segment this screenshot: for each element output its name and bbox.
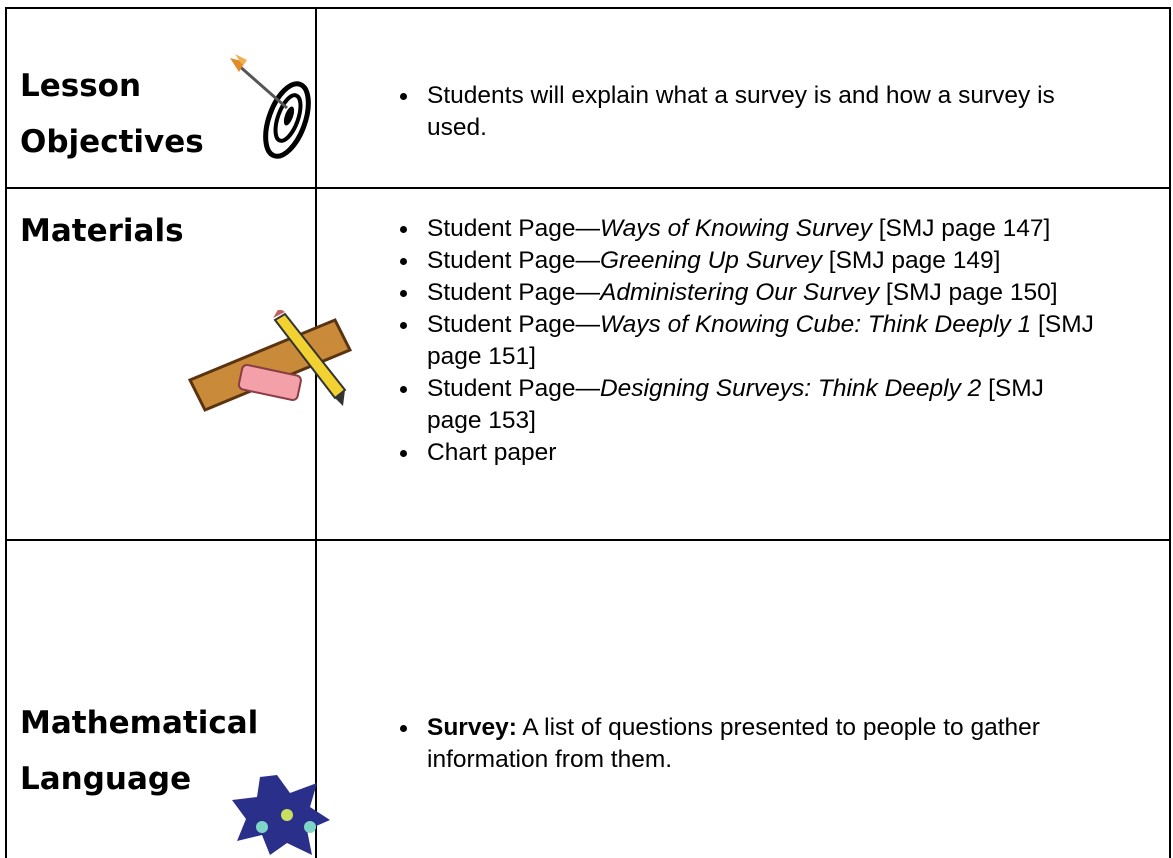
- item-text: [SMJ page 151]: [427, 311, 1094, 370]
- item-text: Student Page—: [427, 247, 600, 274]
- row-divider: [5, 539, 1171, 541]
- bullet-item: Student Page—Administering Our Survey [S…: [400, 277, 1100, 309]
- bullet-item: Student Page—Ways of Knowing Cube: Think…: [400, 309, 1100, 373]
- bullet-item: Survey: A list of questions presented to…: [400, 712, 1100, 776]
- formula-star-icon: [232, 775, 330, 855]
- row-heading: Mathematical Language: [20, 695, 258, 807]
- bullet-item: Student Page—Ways of Knowing Survey [SMJ…: [400, 213, 1100, 245]
- bullet-item: Chart paper: [400, 437, 1100, 469]
- bullet-list: Survey: A list of questions presented to…: [400, 712, 1100, 776]
- item-text: Designing Surveys: Think Deeply 2: [599, 375, 982, 402]
- target-icon: [230, 54, 311, 159]
- item-text: [SMJ page 150]: [879, 279, 1058, 306]
- item-text: [SMJ page 149]: [821, 247, 1001, 274]
- item-text: [SMJ page 147]: [871, 215, 1051, 242]
- item-text: Student Page—: [427, 375, 600, 402]
- heading-line: Lesson: [20, 68, 142, 104]
- item-text: [SMJ page 153]: [427, 375, 1044, 434]
- ruler-pencil-icon: [187, 310, 353, 412]
- row-divider: [5, 187, 1171, 189]
- item-text: Student Page—: [427, 279, 600, 306]
- bullet-item: Student Page—Greening Up Survey [SMJ pag…: [400, 245, 1100, 277]
- table-border: [5, 8, 7, 858]
- bullet-item: Student Page—Designing Surveys: Think De…: [400, 373, 1100, 437]
- bullet-list: Students will explain what a survey is a…: [400, 80, 1100, 144]
- item-text: Student Page—: [427, 215, 600, 242]
- heading-line: Mathematical: [20, 705, 259, 741]
- item-text: Survey:: [427, 714, 517, 741]
- row-heading: Materials: [20, 203, 184, 259]
- heading-line: Language: [20, 761, 192, 797]
- item-text: Ways of Knowing Cube: Think Deeply 1: [599, 311, 1032, 338]
- item-text: Students will explain what a survey is a…: [427, 82, 1055, 141]
- item-text: Chart paper: [427, 439, 557, 466]
- item-text: Administering Our Survey: [599, 279, 880, 306]
- item-text: A list of questions presented to people …: [427, 714, 1040, 773]
- heading-line: Objectives: [20, 124, 204, 160]
- row-heading: Lesson Objectives: [20, 58, 204, 170]
- table-border: [1169, 8, 1171, 858]
- heading-line: Materials: [20, 213, 184, 249]
- item-text: Student Page—: [427, 311, 600, 338]
- column-divider: [315, 8, 317, 858]
- item-text: Ways of Knowing Survey: [599, 215, 872, 242]
- bullet-list: Student Page—Ways of Knowing Survey [SMJ…: [400, 213, 1100, 469]
- item-text: Greening Up Survey: [599, 247, 822, 274]
- table-border: [5, 7, 1171, 9]
- bullet-item: Students will explain what a survey is a…: [400, 80, 1100, 144]
